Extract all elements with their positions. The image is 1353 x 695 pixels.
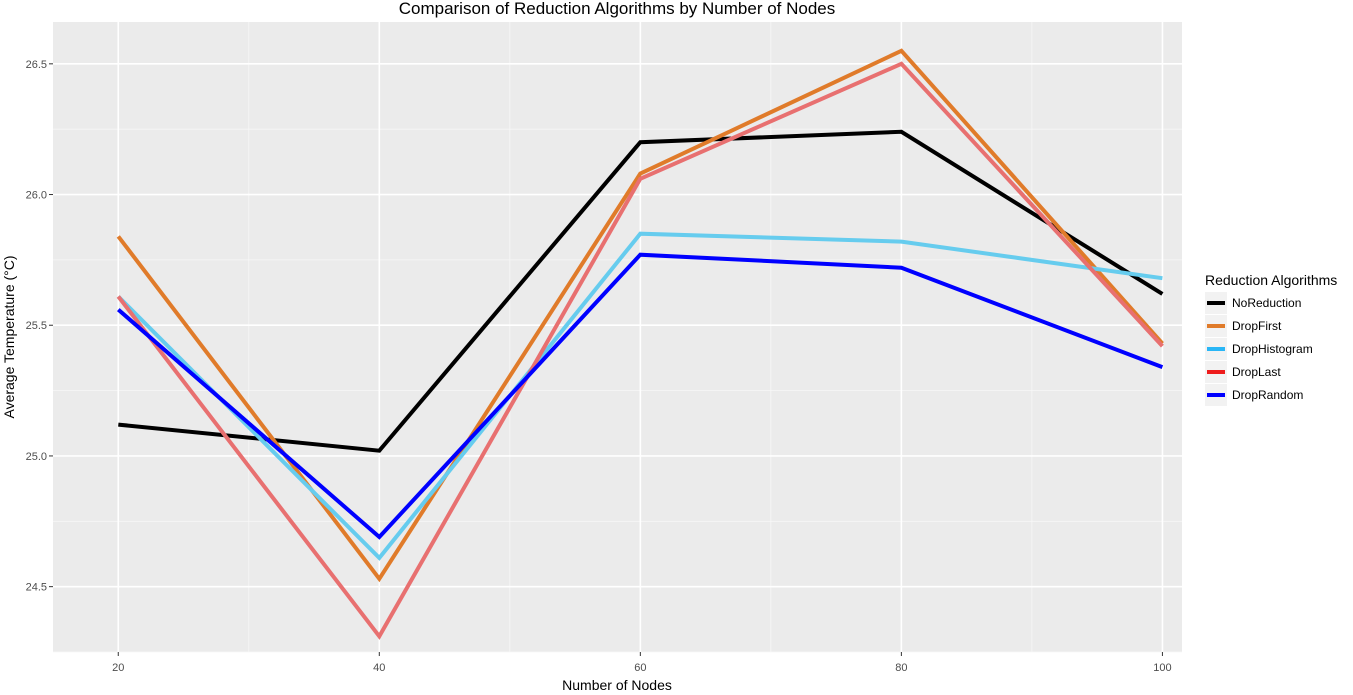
x-tick-label: 60 <box>634 662 646 674</box>
y-axis-title: Average Temperature (°C) <box>1 255 17 418</box>
series-line-dropfirst <box>116 48 1164 583</box>
legend-item-droplast: DropLast <box>1205 361 1281 383</box>
legend-item-droprandom: DropRandom <box>1205 384 1303 406</box>
x-tick-label: 20 <box>112 662 124 674</box>
legend-item-drophistogram: DropHistogram <box>1205 338 1313 360</box>
series-line-drophistogram <box>116 231 1163 561</box>
y-axis: 24.5 25.0 25.5 26.0 26.5 <box>26 59 53 594</box>
legend-label-drophistogram: DropHistogram <box>1232 342 1313 356</box>
chart-title: Comparison of Reduction Algorithms by Nu… <box>399 0 836 18</box>
minor-grid <box>53 22 1182 653</box>
y-tick-label: 26.5 <box>26 59 47 71</box>
legend-title: Reduction Algorithms <box>1205 272 1337 288</box>
x-axis-title: Number of Nodes <box>562 677 672 693</box>
x-tick-label: 100 <box>1153 662 1171 674</box>
y-tick-label: 25.0 <box>26 451 47 463</box>
x-tick-label: 40 <box>373 662 385 674</box>
legend-label-droprandom: DropRandom <box>1232 388 1303 402</box>
y-tick-label: 25.5 <box>26 320 47 332</box>
plot-panel <box>53 22 1182 652</box>
legend-item-dropfirst: DropFirst <box>1205 315 1282 337</box>
legend-label-dropfirst: DropFirst <box>1232 319 1282 333</box>
series-lines <box>116 48 1164 640</box>
legend: Reduction Algorithms NoReduction DropFirs… <box>1205 272 1337 406</box>
y-tick-label: 26.0 <box>26 190 47 202</box>
series-line-droplast <box>116 61 1164 640</box>
legend-label-noreduction: NoReduction <box>1232 296 1301 310</box>
x-axis: 20 40 60 80 100 <box>112 652 1172 674</box>
legend-items: NoReduction DropFirst DropHistogram DropLas… <box>1205 292 1313 406</box>
legend-item-noreduction: NoReduction <box>1205 292 1301 314</box>
series-line-droprandom <box>116 252 1164 540</box>
major-grid <box>53 22 1182 652</box>
series-line-noreduction <box>118 129 1164 453</box>
y-tick-label: 24.5 <box>26 582 47 594</box>
legend-label-droplast: DropLast <box>1232 365 1281 379</box>
x-tick-label: 80 <box>895 662 907 674</box>
